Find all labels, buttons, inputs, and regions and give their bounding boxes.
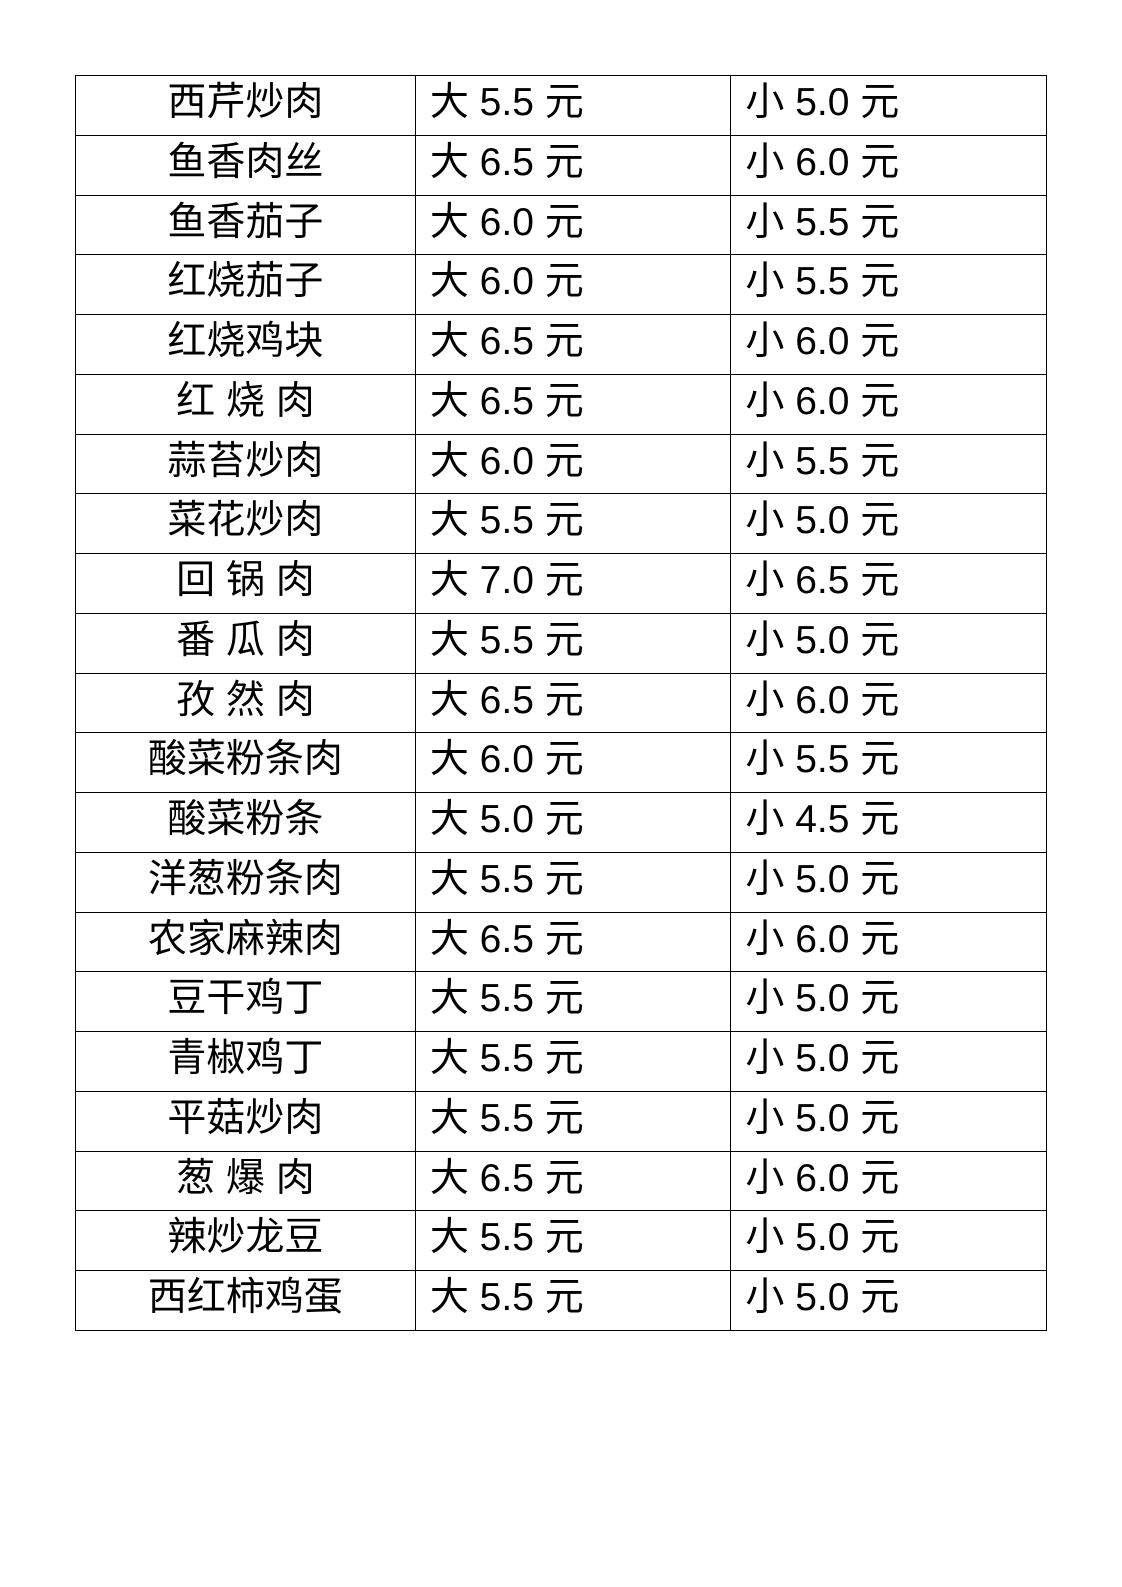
small-price-cell: 小 4.5 元	[731, 793, 1047, 853]
table-row: 红 烧 肉大 6.5 元小 6.0 元	[76, 374, 1047, 434]
menu-table-body: 西芹炒肉大 5.5 元小 5.0 元鱼香肉丝大 6.5 元小 6.0 元鱼香茄子…	[76, 76, 1047, 1331]
table-row: 葱 爆 肉大 6.5 元小 6.0 元	[76, 1151, 1047, 1211]
dish-name-cell: 红烧茄子	[76, 255, 416, 315]
table-row: 鱼香茄子大 6.0 元小 5.5 元	[76, 195, 1047, 255]
dish-name-cell: 番 瓜 肉	[76, 613, 416, 673]
dish-name-cell: 辣炒龙豆	[76, 1211, 416, 1271]
small-price-cell: 小 5.5 元	[731, 195, 1047, 255]
small-price-cell: 小 6.0 元	[731, 1151, 1047, 1211]
large-price-cell: 大 5.5 元	[415, 1091, 731, 1151]
small-price-cell: 小 5.5 元	[731, 733, 1047, 793]
large-price-cell: 大 5.5 元	[415, 494, 731, 554]
table-row: 酸菜粉条大 5.0 元小 4.5 元	[76, 793, 1047, 853]
large-price-cell: 大 5.0 元	[415, 793, 731, 853]
small-price-cell: 小 5.0 元	[731, 494, 1047, 554]
small-price-cell: 小 6.0 元	[731, 374, 1047, 434]
small-price-cell: 小 5.0 元	[731, 1271, 1047, 1331]
large-price-cell: 大 5.5 元	[415, 852, 731, 912]
dish-name-cell: 西红柿鸡蛋	[76, 1271, 416, 1331]
table-row: 番 瓜 肉大 5.5 元小 5.0 元	[76, 613, 1047, 673]
small-price-cell: 小 6.0 元	[731, 315, 1047, 375]
large-price-cell: 大 6.0 元	[415, 195, 731, 255]
large-price-cell: 大 6.0 元	[415, 733, 731, 793]
large-price-cell: 大 7.0 元	[415, 554, 731, 614]
dish-name-cell: 农家麻辣肉	[76, 912, 416, 972]
dish-name-cell: 红烧鸡块	[76, 315, 416, 375]
table-row: 红烧茄子大 6.0 元小 5.5 元	[76, 255, 1047, 315]
large-price-cell: 大 6.0 元	[415, 434, 731, 494]
large-price-cell: 大 6.0 元	[415, 255, 731, 315]
large-price-cell: 大 5.5 元	[415, 613, 731, 673]
table-row: 西红柿鸡蛋大 5.5 元小 5.0 元	[76, 1271, 1047, 1331]
table-row: 平菇炒肉大 5.5 元小 5.0 元	[76, 1091, 1047, 1151]
large-price-cell: 大 5.5 元	[415, 1271, 731, 1331]
small-price-cell: 小 6.5 元	[731, 554, 1047, 614]
table-row: 青椒鸡丁大 5.5 元小 5.0 元	[76, 1032, 1047, 1092]
dish-name-cell: 蒜苔炒肉	[76, 434, 416, 494]
dish-name-cell: 豆干鸡丁	[76, 972, 416, 1032]
small-price-cell: 小 5.0 元	[731, 1032, 1047, 1092]
table-row: 鱼香肉丝大 6.5 元小 6.0 元	[76, 135, 1047, 195]
large-price-cell: 大 5.5 元	[415, 76, 731, 136]
table-row: 蒜苔炒肉大 6.0 元小 5.5 元	[76, 434, 1047, 494]
large-price-cell: 大 6.5 元	[415, 673, 731, 733]
dish-name-cell: 孜 然 肉	[76, 673, 416, 733]
small-price-cell: 小 6.0 元	[731, 673, 1047, 733]
table-row: 洋葱粉条肉大 5.5 元小 5.0 元	[76, 852, 1047, 912]
dish-name-cell: 洋葱粉条肉	[76, 852, 416, 912]
large-price-cell: 大 6.5 元	[415, 912, 731, 972]
dish-name-cell: 红 烧 肉	[76, 374, 416, 434]
small-price-cell: 小 5.5 元	[731, 434, 1047, 494]
table-row: 菜花炒肉大 5.5 元小 5.0 元	[76, 494, 1047, 554]
table-row: 孜 然 肉大 6.5 元小 6.0 元	[76, 673, 1047, 733]
dish-name-cell: 酸菜粉条	[76, 793, 416, 853]
large-price-cell: 大 5.5 元	[415, 1032, 731, 1092]
dish-name-cell: 葱 爆 肉	[76, 1151, 416, 1211]
table-row: 酸菜粉条肉大 6.0 元小 5.5 元	[76, 733, 1047, 793]
small-price-cell: 小 5.0 元	[731, 1211, 1047, 1271]
dish-name-cell: 回 锅 肉	[76, 554, 416, 614]
table-row: 豆干鸡丁大 5.5 元小 5.0 元	[76, 972, 1047, 1032]
dish-name-cell: 平菇炒肉	[76, 1091, 416, 1151]
large-price-cell: 大 6.5 元	[415, 135, 731, 195]
large-price-cell: 大 6.5 元	[415, 374, 731, 434]
dish-name-cell: 菜花炒肉	[76, 494, 416, 554]
large-price-cell: 大 5.5 元	[415, 972, 731, 1032]
table-row: 回 锅 肉大 7.0 元小 6.5 元	[76, 554, 1047, 614]
dish-name-cell: 青椒鸡丁	[76, 1032, 416, 1092]
table-row: 农家麻辣肉大 6.5 元小 6.0 元	[76, 912, 1047, 972]
menu-price-table: 西芹炒肉大 5.5 元小 5.0 元鱼香肉丝大 6.5 元小 6.0 元鱼香茄子…	[75, 75, 1047, 1331]
table-row: 红烧鸡块大 6.5 元小 6.0 元	[76, 315, 1047, 375]
large-price-cell: 大 6.5 元	[415, 1151, 731, 1211]
dish-name-cell: 酸菜粉条肉	[76, 733, 416, 793]
dish-name-cell: 鱼香肉丝	[76, 135, 416, 195]
large-price-cell: 大 6.5 元	[415, 315, 731, 375]
small-price-cell: 小 5.0 元	[731, 972, 1047, 1032]
small-price-cell: 小 5.0 元	[731, 76, 1047, 136]
small-price-cell: 小 6.0 元	[731, 135, 1047, 195]
dish-name-cell: 鱼香茄子	[76, 195, 416, 255]
small-price-cell: 小 5.0 元	[731, 613, 1047, 673]
small-price-cell: 小 5.0 元	[731, 1091, 1047, 1151]
small-price-cell: 小 6.0 元	[731, 912, 1047, 972]
small-price-cell: 小 5.0 元	[731, 852, 1047, 912]
small-price-cell: 小 5.5 元	[731, 255, 1047, 315]
large-price-cell: 大 5.5 元	[415, 1211, 731, 1271]
table-row: 西芹炒肉大 5.5 元小 5.0 元	[76, 76, 1047, 136]
dish-name-cell: 西芹炒肉	[76, 76, 416, 136]
table-row: 辣炒龙豆大 5.5 元小 5.0 元	[76, 1211, 1047, 1271]
